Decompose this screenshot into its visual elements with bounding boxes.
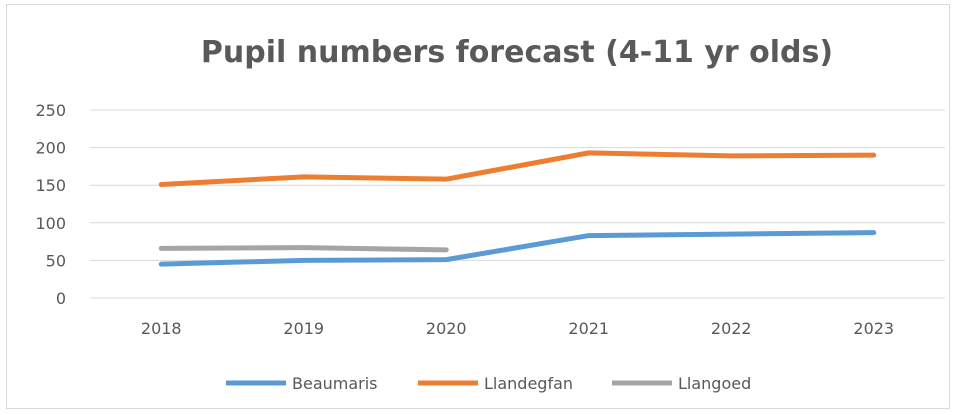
y-tick-label: 50	[46, 251, 66, 270]
x-tick-label: 2023	[853, 319, 894, 338]
y-tick-label: 150	[35, 176, 66, 195]
x-axis-ticks: 2018 2019 2020 2021 2022 2023	[141, 319, 894, 338]
gridlines	[90, 109, 945, 299]
x-tick-label: 2021	[568, 319, 609, 338]
chart-frame	[6, 4, 950, 409]
x-tick-label: 2018	[141, 319, 182, 338]
y-axis-ticks: 0 50 100 150 200 250	[35, 101, 66, 308]
series-line-beaumaris	[158, 230, 877, 267]
legend: Beaumaris Llandegfan Llangoed	[226, 374, 751, 393]
x-tick-label: 2019	[283, 319, 324, 338]
series-lines	[158, 150, 877, 267]
chart-title: Pupil numbers forecast (4-11 yr olds)	[201, 35, 833, 70]
x-tick-label: 2020	[426, 319, 467, 338]
y-tick-label: 200	[35, 139, 66, 158]
legend-label-llandegfan: Llandegfan	[484, 374, 573, 393]
legend-label-beaumaris: Beaumaris	[292, 374, 378, 393]
series-line-llandegfan	[158, 150, 877, 187]
y-tick-label: 100	[35, 214, 66, 233]
y-tick-label: 0	[56, 289, 66, 308]
series-line-llangoed	[158, 245, 449, 253]
legend-label-llangoed: Llangoed	[678, 374, 751, 393]
x-tick-label: 2022	[711, 319, 752, 338]
y-tick-label: 250	[35, 101, 66, 120]
